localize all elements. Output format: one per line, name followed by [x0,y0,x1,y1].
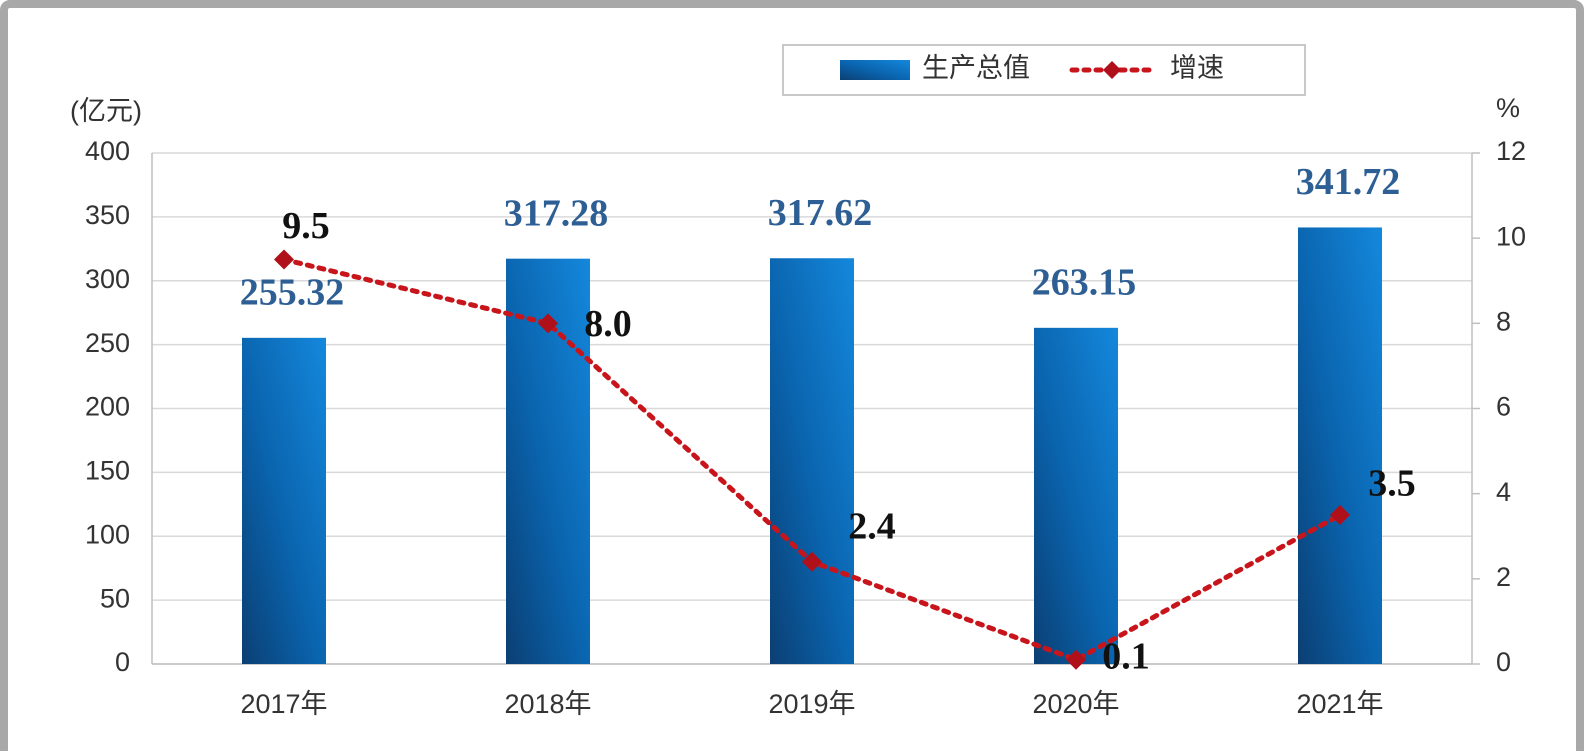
bar-value-label: 263.15 [1032,262,1137,304]
line-value-label: 0.1 [1102,635,1150,677]
bar-value-label: 341.72 [1296,161,1401,203]
line-value-label: 2.4 [848,506,896,548]
x-tick-label: 2019年 [768,689,855,719]
y-tick-label: 100 [85,519,130,549]
line-marker [1330,504,1350,525]
y-tick-label: 0 [115,647,130,677]
y-tick-label: 50 [100,583,130,613]
line-marker [802,551,822,572]
line-value-label: 8.0 [584,303,632,345]
legend-label: 生产总值 [922,53,1030,83]
y2-tick-label: 12 [1496,136,1526,166]
line-value-label: 3.5 [1368,463,1416,505]
bar [1298,227,1382,664]
bar [770,258,854,664]
y2-tick-label: 8 [1496,306,1511,336]
line-marker [274,249,294,270]
y2-tick-label: 0 [1496,647,1511,677]
x-tick-label: 2018年 [504,689,591,719]
line-value-label: 9.5 [282,205,330,247]
y2-tick-label: 10 [1496,221,1526,251]
bar-value-label: 317.28 [504,192,609,234]
line-marker [538,313,558,334]
y-tick-label: 400 [85,136,130,166]
x-tick-label: 2017年 [240,689,327,719]
x-tick-label: 2021年 [1296,689,1383,719]
x-tick-label: 2020年 [1032,689,1119,719]
legend-label: 增速 [1170,53,1224,83]
bar-value-label: 255.32 [240,272,345,314]
y2-tick-label: 6 [1496,392,1511,422]
bar [1034,327,1118,664]
legend-swatch [840,60,910,80]
bar [242,337,326,664]
y-tick-label: 350 [85,200,130,230]
y-tick-label: 150 [85,456,130,486]
y-tick-label: 200 [85,392,130,422]
y-axis-label: (亿元) [70,96,142,126]
bar-value-label: 317.62 [768,192,873,234]
y2-tick-label: 2 [1496,562,1511,592]
legend-marker [1103,61,1121,79]
y2-axis-label: % [1496,93,1520,123]
y2-tick-label: 4 [1496,477,1511,507]
line-marker [1066,649,1086,670]
y-tick-label: 250 [85,328,130,358]
y-tick-label: 300 [85,264,130,294]
